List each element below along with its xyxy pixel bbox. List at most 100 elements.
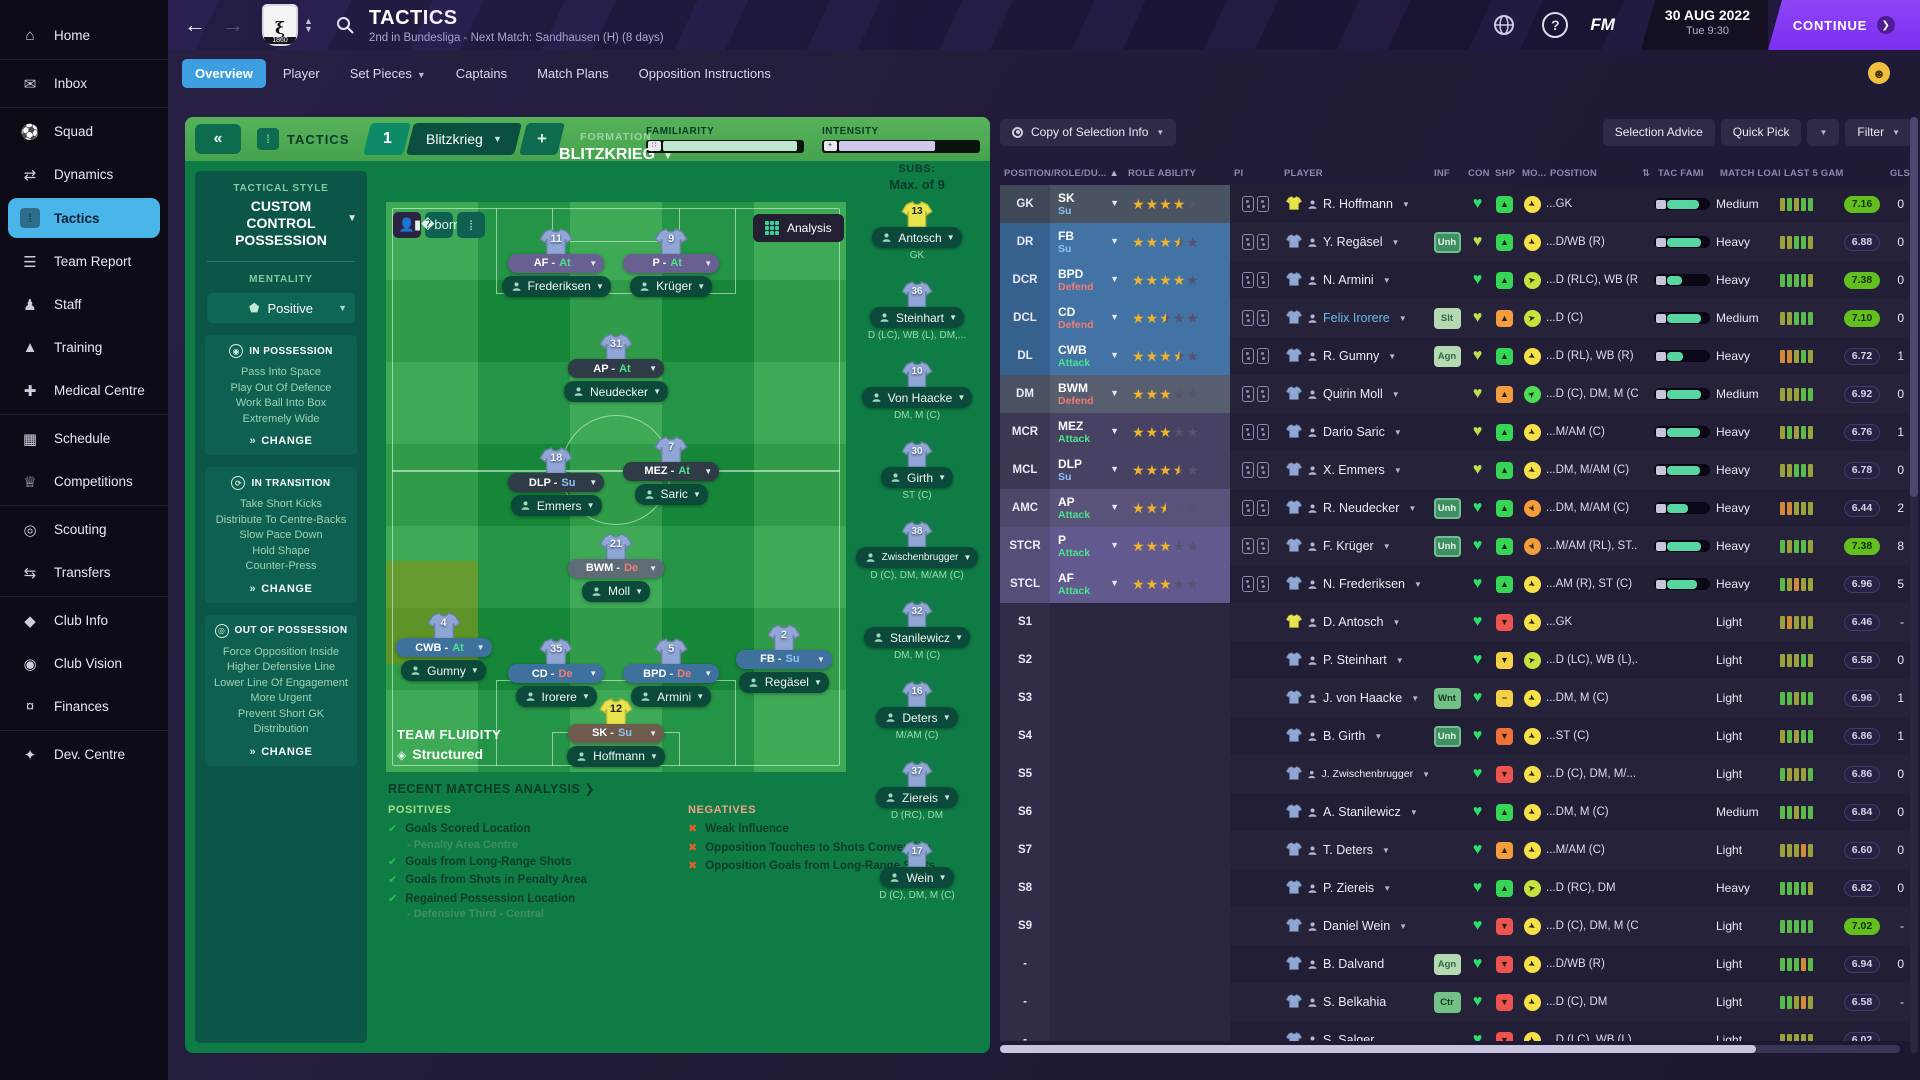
player-instructions-cell[interactable] [1230, 717, 1280, 755]
player-name-pill[interactable]: Saric ▼ [634, 483, 708, 505]
player-name-pill[interactable]: Antosch ▼ [872, 227, 962, 248]
quick-pick-button[interactable]: Quick Pick [1720, 118, 1802, 146]
role-pill[interactable]: FB - Su ▼ [735, 649, 832, 669]
player-cell[interactable]: Daniel Wein ▼ [1280, 907, 1430, 945]
pitch-player-neudecker[interactable]: 31 AP - At ▼ Neudecker ▼ [551, 333, 681, 403]
role-pill[interactable]: P - At ▼ [623, 253, 720, 273]
role-pill[interactable]: SK - Su ▼ [568, 723, 664, 743]
sub-item-zwischenbrugger[interactable]: 38 Zwischenbrugger ▼ D (C), DM, M/AM (C) [848, 520, 986, 581]
pitch-player-armini[interactable]: 5 BPD - De ▼ Armini ▼ [606, 638, 736, 708]
role-duty-cell[interactable]: CD Defend ▼ [1050, 299, 1124, 337]
quick-pick-dropdown[interactable]: ▼ [1807, 118, 1840, 146]
player-instructions-cell[interactable] [1230, 983, 1280, 1021]
club-crest[interactable]: ξ 1860 [262, 4, 298, 46]
player-name-pill[interactable]: Von Haacke ▼ [861, 387, 973, 408]
horizontal-scrollbar[interactable] [1000, 1045, 1900, 1053]
tab-set-pieces[interactable]: Set Pieces ▼ [349, 65, 426, 81]
sidebar-item-dev-centre[interactable]: ✦ Dev. Centre [0, 733, 168, 776]
sidebar-item-medical-centre[interactable]: ✚ Medical Centre [0, 369, 168, 412]
role-duty-cell[interactable]: AP Attack ▼ [1050, 489, 1124, 527]
role-pill[interactable]: CD - De ▼ [508, 664, 605, 684]
player-name-pill[interactable]: Armini ▼ [631, 686, 712, 708]
squad-row-f-kr-ger[interactable]: STCR P Attack ▼ ★ ★ ★ ★ ★ F. Krüger ▼ Unh ♥ ▲ … [1000, 527, 1912, 565]
role-duty-cell[interactable] [1050, 1021, 1124, 1041]
sidebar-item-club-info[interactable]: ◆ Club Info [0, 599, 168, 642]
squad-row-j-von-haacke[interactable]: S3 J. von Haacke ▼ Wnt ♥ − ➤ ...DM, M (C… [1000, 679, 1912, 717]
player-instructions-cell[interactable] [1230, 869, 1280, 907]
player-cell[interactable]: S. Belkahia [1280, 983, 1430, 1021]
role-pill[interactable]: BPD - De ▼ [623, 664, 720, 684]
player-instructions-cell[interactable] [1230, 565, 1280, 603]
pitch-player-irorere[interactable]: 35 CD - De ▼ Irorere ▼ [491, 638, 621, 708]
pitch-player-gumny[interactable]: 4 CWB - At ▼ Gumny ▼ [379, 612, 509, 682]
player-instructions-cell[interactable] [1230, 1021, 1280, 1041]
player-name-pill[interactable]: Stanilewicz ▼ [863, 627, 971, 648]
squad-row-felix-irorere[interactable]: DCL CD Defend ▼ ★ ★ ★ ★ ★ Felix Irorere ▼ Slt … [1000, 299, 1912, 337]
tab-match-plans[interactable]: Match Plans [537, 65, 609, 81]
role-pill[interactable]: MEZ - At ▼ [623, 461, 720, 481]
role-pill[interactable]: DLP - Su ▼ [508, 473, 605, 493]
role-duty-cell[interactable] [1050, 793, 1124, 831]
globe-icon[interactable] [1492, 13, 1516, 37]
squad-row-quirin-moll[interactable]: DM BWM Defend ▼ ★ ★ ★ ★ ★ Quirin Moll ▼ ♥ ▲ ➤ … [1000, 375, 1912, 413]
player-name-pill[interactable]: Regäsel ▼ [738, 671, 829, 693]
sub-item-steinhart[interactable]: 36 Steinhart ▼ D (LC), WB (L), DM,... [848, 280, 986, 341]
sidebar-item-schedule[interactable]: ▦ Schedule [0, 417, 168, 460]
player-cell[interactable]: R. Neudecker ▼ [1280, 489, 1430, 527]
player-name-pill[interactable]: Wein ▼ [880, 867, 954, 888]
sidebar-item-dynamics[interactable]: ⇄ Dynamics [0, 153, 168, 196]
player-cell[interactable]: P. Steinhart ▼ [1280, 641, 1430, 679]
player-cell[interactable]: X. Emmers ▼ [1280, 451, 1430, 489]
change-button[interactable]: » CHANGE [249, 582, 313, 595]
player-cell[interactable]: P. Ziereis ▼ [1280, 869, 1430, 907]
sidebar-item-inbox[interactable]: ✉ Inbox [0, 62, 168, 105]
squad-row-r-hoffmann[interactable]: GK SK Su ▼ ★ ★ ★ ★ ★ R. Hoffmann ▼ ♥ ▲ ➤ ...GK… [1000, 185, 1912, 223]
player-cell[interactable]: F. Krüger ▼ [1280, 527, 1430, 565]
squad-table-header[interactable]: POSITION/ROLE/DU... ▲ ROLE ABILITY PI PLAY… [1000, 161, 1912, 185]
player-cell[interactable]: Quirin Moll ▼ [1280, 375, 1430, 413]
tab-captains[interactable]: Captains [455, 65, 508, 81]
player-name-pill[interactable]: Irorere ▼ [515, 686, 597, 708]
tab-overview[interactable]: Overview [182, 58, 266, 88]
role-duty-cell[interactable] [1050, 679, 1124, 717]
player-instructions-cell[interactable] [1230, 603, 1280, 641]
role-duty-cell[interactable] [1050, 831, 1124, 869]
squad-row-x-emmers[interactable]: MCL DLP Su ▼ ★ ★ ★ ★ ★ X. Emmers ▼ ♥ ▲ ➤ ...DM… [1000, 451, 1912, 489]
pitch-player-emmers[interactable]: 18 DLP - Su ▼ Emmers ▼ [491, 447, 621, 517]
change-button[interactable]: » CHANGE [249, 745, 313, 758]
selection-advice-button[interactable]: Selection Advice [1602, 118, 1715, 146]
role-duty-cell[interactable]: CWB Attack ▼ [1050, 337, 1124, 375]
player-instructions-cell[interactable] [1230, 413, 1280, 451]
pitch[interactable]: 11 AF - At ▼ Frederiksen ▼ 9 P - At ▼ Krüger… [386, 202, 846, 772]
squad-row-p-steinhart[interactable]: S2 P. Steinhart ▼ ♥ ▼ ➤ ...D (LC), WB (L… [1000, 641, 1912, 679]
squad-row-a-stanilewicz[interactable]: S6 A. Stanilewicz ▼ ♥ ▲ ➤ ...DM, M (C) M… [1000, 793, 1912, 831]
squad-row-t-deters[interactable]: S7 T. Deters ▼ ♥ ▲ ➤ ...M/AM (C) Light 6… [1000, 831, 1912, 869]
role-pill[interactable]: CWB - At ▼ [395, 638, 492, 658]
player-name-pill[interactable]: Deters ▼ [876, 707, 958, 728]
sidebar-item-transfers[interactable]: ⇆ Transfers [0, 551, 168, 594]
squad-row-b-dalvand[interactable]: - B. Dalvand Agn ♥ ▼ ➤ ...D/WB (R) Light… [1000, 945, 1912, 983]
player-name-pill[interactable]: Krüger ▼ [630, 275, 713, 297]
role-duty-cell[interactable]: P Attack ▼ [1050, 527, 1124, 565]
squad-row-r-gumny[interactable]: DL CWB Attack ▼ ★ ★ ★ ★ ★ R. Gumny ▼ Agn ♥ ▲ ➤… [1000, 337, 1912, 375]
player-cell[interactable]: J. von Haacke ▼ [1280, 679, 1430, 717]
player-cell[interactable]: B. Dalvand [1280, 945, 1430, 983]
player-name-pill[interactable]: Moll ▼ [581, 580, 650, 602]
sidebar-item-finances[interactable]: ¤ Finances [0, 685, 168, 728]
change-button[interactable]: » CHANGE [249, 435, 313, 447]
player-instructions-cell[interactable] [1230, 223, 1280, 261]
player-name-pill[interactable]: Frederiksen ▼ [501, 275, 611, 297]
role-duty-cell[interactable]: BPD Defend ▼ [1050, 261, 1124, 299]
player-instructions-cell[interactable] [1230, 527, 1280, 565]
back-arrow-icon[interactable]: ← [184, 12, 206, 37]
player-instructions-cell[interactable] [1230, 679, 1280, 717]
help-icon[interactable]: ? [1542, 12, 1569, 38]
role-duty-cell[interactable]: MEZ Attack ▼ [1050, 413, 1124, 451]
player-cell[interactable]: Dario Saric ▼ [1280, 413, 1430, 451]
sidebar-item-home[interactable]: ⌂ Home [0, 14, 168, 57]
squad-row-d-antosch[interactable]: S1 D. Antosch ▼ ♥ ▼ ➤ ...GK Light 6.46 - [1000, 603, 1912, 641]
player-cell[interactable]: D. Antosch ▼ [1280, 603, 1430, 641]
tab-player[interactable]: Player [282, 65, 320, 81]
squad-row-b-girth[interactable]: S4 B. Girth ▼ Unh ♥ ▼ ➤ ...ST (C) Light … [1000, 717, 1912, 755]
player-cell[interactable]: S. Salger [1280, 1021, 1430, 1041]
